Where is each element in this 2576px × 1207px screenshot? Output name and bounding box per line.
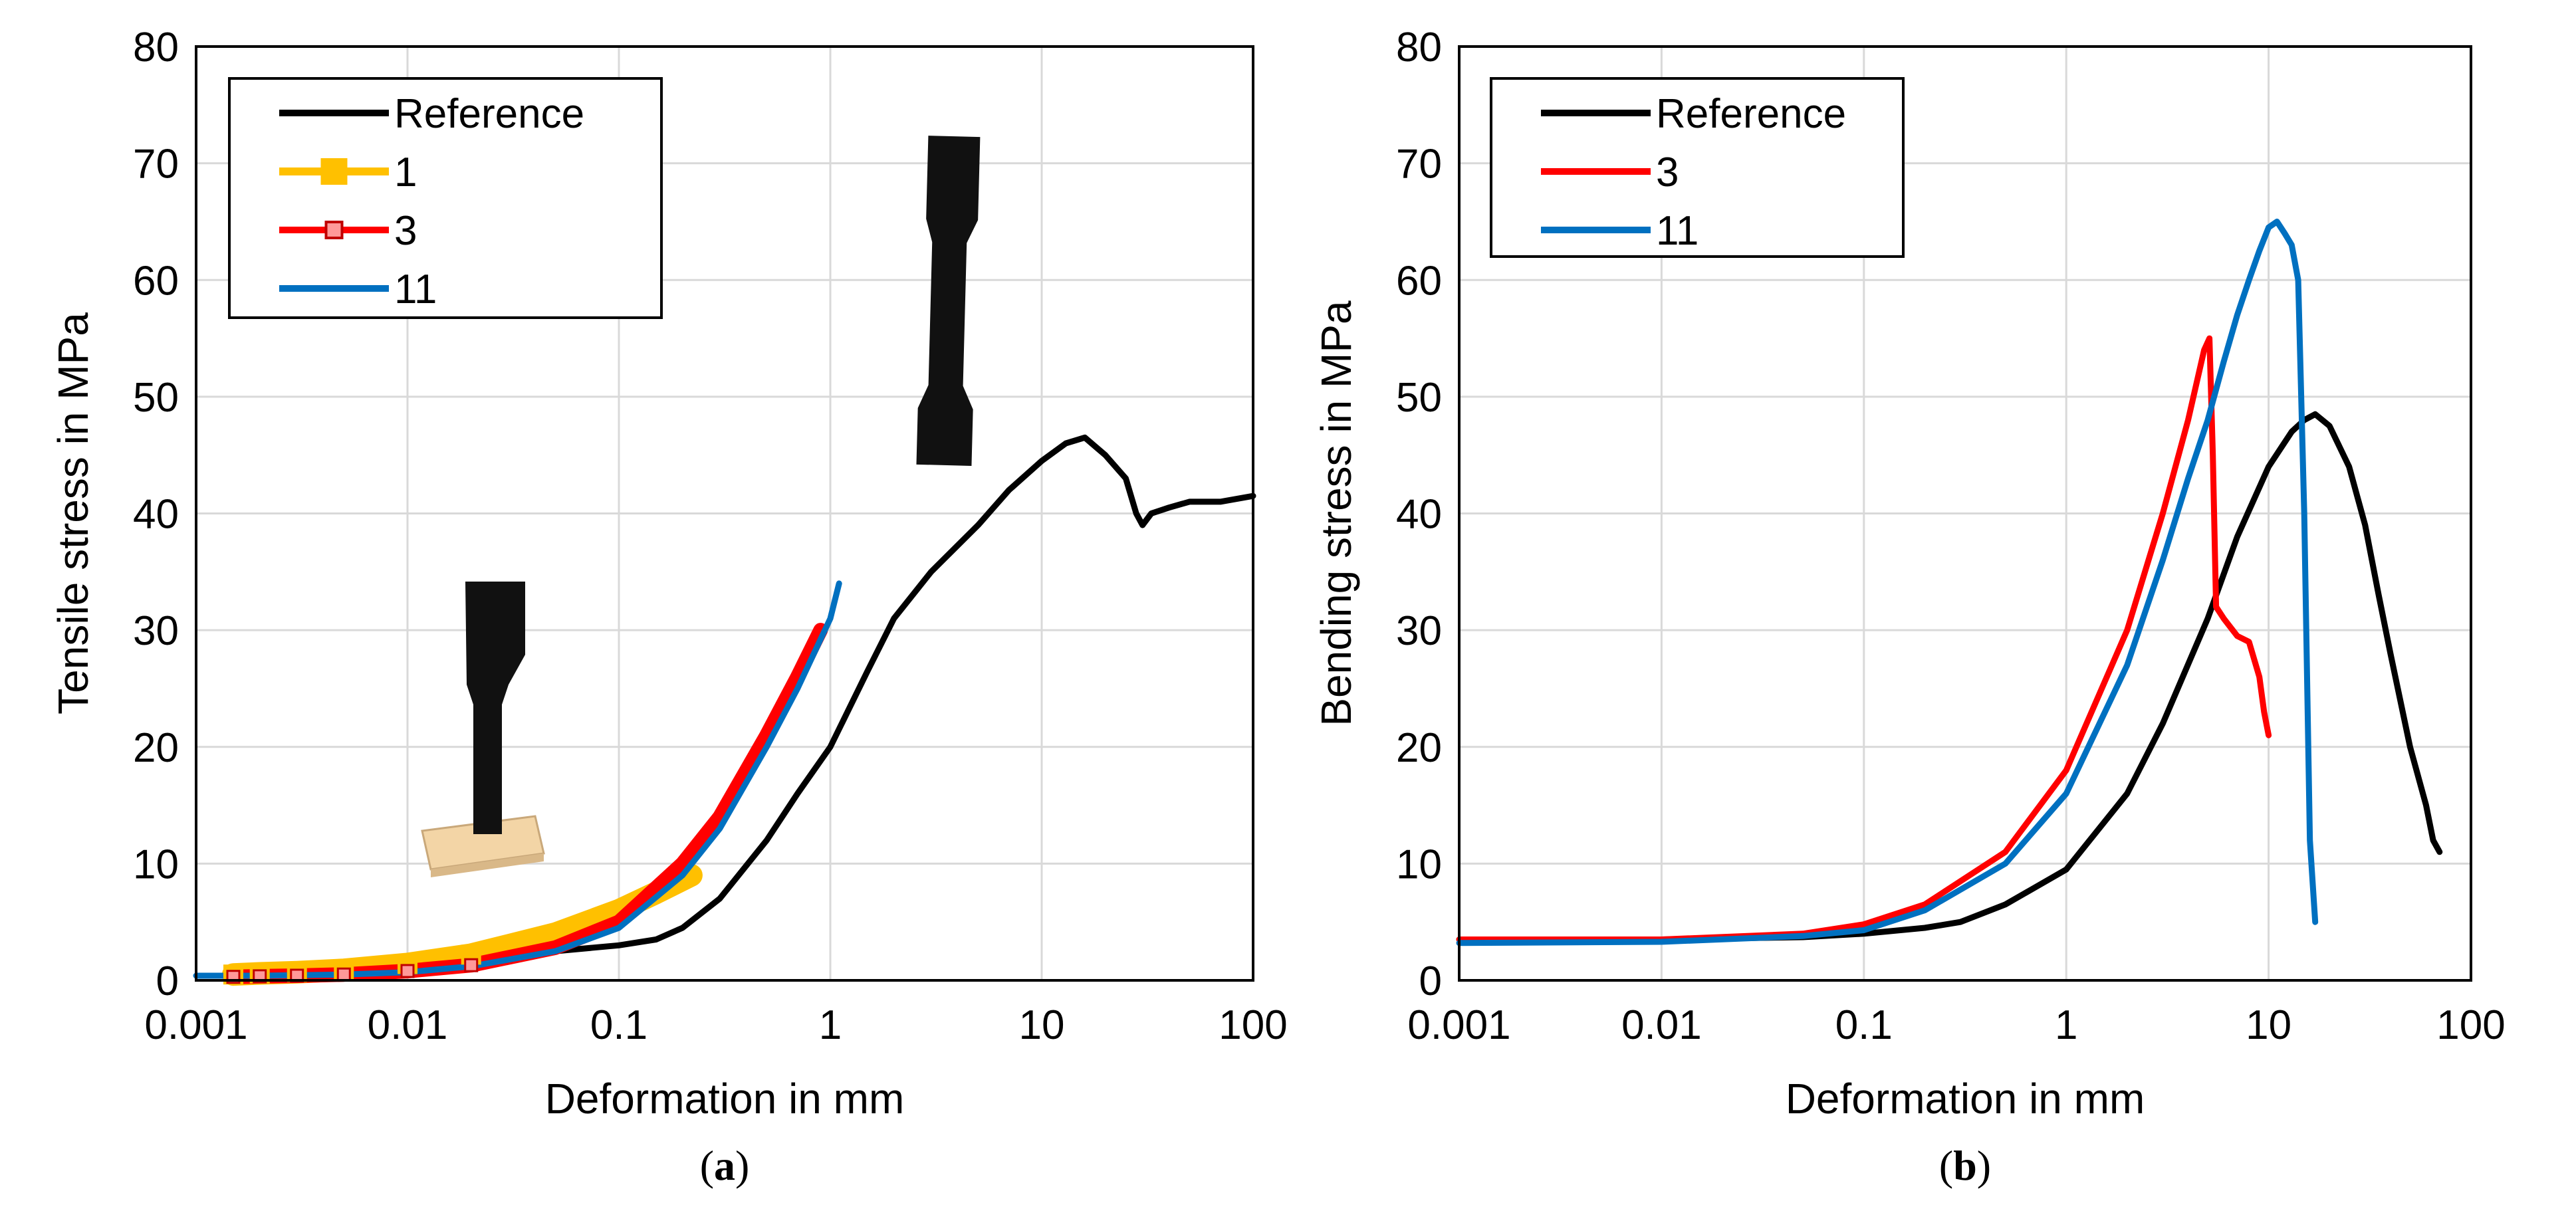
legend-entry: 11 (279, 267, 437, 312)
chart-panel-a: 0 10 20 30 40 50 60 70 80 0.001 0.01 0.1 1 10 100 Ten… (49, 25, 1288, 1189)
x-tick-label: 100 (2436, 1002, 2505, 1048)
y-tick-label: 40 (133, 492, 179, 538)
y-tick-label: 10 (133, 841, 179, 887)
legend-label: 3 (1656, 150, 1679, 195)
y-tick-label: 80 (1396, 25, 1442, 70)
legend-label: 3 (394, 208, 417, 254)
y-tick-label: 30 (1396, 608, 1442, 654)
y-tick-label: 0 (156, 958, 179, 1004)
x-tick-label: 10 (1019, 1002, 1065, 1048)
chart-panel-b: 0 10 20 30 40 50 60 70 80 0.001 0.01 0.1 1 10 100 Ben… (1312, 25, 2506, 1189)
series-line-reference (1456, 411, 2443, 942)
y-tick-label: 80 (133, 25, 179, 70)
legend-entry: 3 (1541, 150, 1679, 195)
legend-box (228, 77, 663, 319)
legend-label: Reference (394, 91, 584, 137)
legend-b: Reference 3 11 (1490, 77, 1905, 258)
x-axis-label-a: Deformation in mm (545, 1075, 905, 1123)
dog-bone-specimen-illustration (916, 136, 981, 466)
x-tick-label: 0.001 (1407, 1002, 1510, 1048)
y-tick-label: 60 (1396, 258, 1442, 304)
legend-entry: 3 (279, 208, 417, 254)
series-line-3 (1456, 335, 2272, 942)
plot-frame-a (195, 45, 1254, 982)
y-tick-label: 70 (1396, 142, 1442, 187)
plot-frame-b (1458, 45, 2472, 982)
plot-area-a (193, 434, 1256, 986)
x-axis-label-b: Deformation in mm (1786, 1075, 2145, 1123)
x-tick-labels-a: 0.001 0.01 0.1 1 10 100 (144, 1002, 1287, 1048)
x-tick-label: 1 (819, 1002, 842, 1048)
legend-entry: 11 (1541, 208, 1698, 254)
series-line-reference (552, 434, 1256, 954)
panel-caption-a: (a) (700, 1142, 750, 1189)
y-tick-label: 30 (133, 608, 179, 654)
data-point (464, 958, 479, 972)
y-tick-label: 0 (1419, 958, 1442, 1004)
legend-entry: 1 (279, 150, 417, 195)
y-tick-label: 60 (133, 258, 179, 304)
panel-caption-b: (b) (1939, 1142, 1991, 1189)
y-tick-labels-b: 0 10 20 30 40 50 60 70 80 (1396, 25, 1442, 1004)
legend-label: 11 (1656, 208, 1698, 254)
x-tick-label: 0.01 (1621, 1002, 1702, 1048)
y-tick-label: 40 (1396, 492, 1442, 538)
x-tick-label: 0.001 (144, 1002, 247, 1048)
data-point (336, 967, 351, 982)
y-axis-label-a: Tensile stress in MPa (49, 312, 97, 714)
legend-label: 1 (394, 150, 417, 195)
y-tick-label: 50 (133, 375, 179, 421)
data-point (400, 964, 415, 978)
y-tick-label: 70 (133, 142, 179, 187)
legend-marker (320, 158, 348, 185)
x-tick-label: 0.1 (590, 1002, 647, 1048)
legend-entry: Reference (279, 91, 584, 137)
x-tick-label: 0.1 (1835, 1002, 1893, 1048)
legend-entry: Reference (1541, 91, 1846, 137)
specimen-with-base-illustration (421, 582, 545, 877)
x-tick-label: 100 (1219, 1002, 1287, 1048)
legend-a: Reference 1 3 11 (228, 77, 663, 319)
legend-label: Reference (1656, 91, 1846, 137)
legend-label: 11 (394, 267, 437, 312)
x-tick-label: 1 (2055, 1002, 2077, 1048)
legend-marker (324, 221, 344, 239)
x-tick-label: 10 (2246, 1002, 2291, 1048)
y-tick-label: 10 (1396, 841, 1442, 887)
y-axis-label-b: Bending stress in MPa (1312, 300, 1360, 726)
y-tick-labels-a: 0 10 20 30 40 50 60 70 80 (133, 25, 179, 1004)
plot-area-b (1456, 218, 2443, 946)
series-line-11 (1456, 218, 2319, 946)
x-tick-labels-b: 0.001 0.01 0.1 1 10 100 (1407, 1002, 2505, 1048)
y-tick-label: 20 (133, 725, 179, 771)
y-tick-label: 20 (1396, 725, 1442, 771)
y-tick-label: 50 (1396, 375, 1442, 421)
x-tick-label: 0.01 (368, 1002, 448, 1048)
